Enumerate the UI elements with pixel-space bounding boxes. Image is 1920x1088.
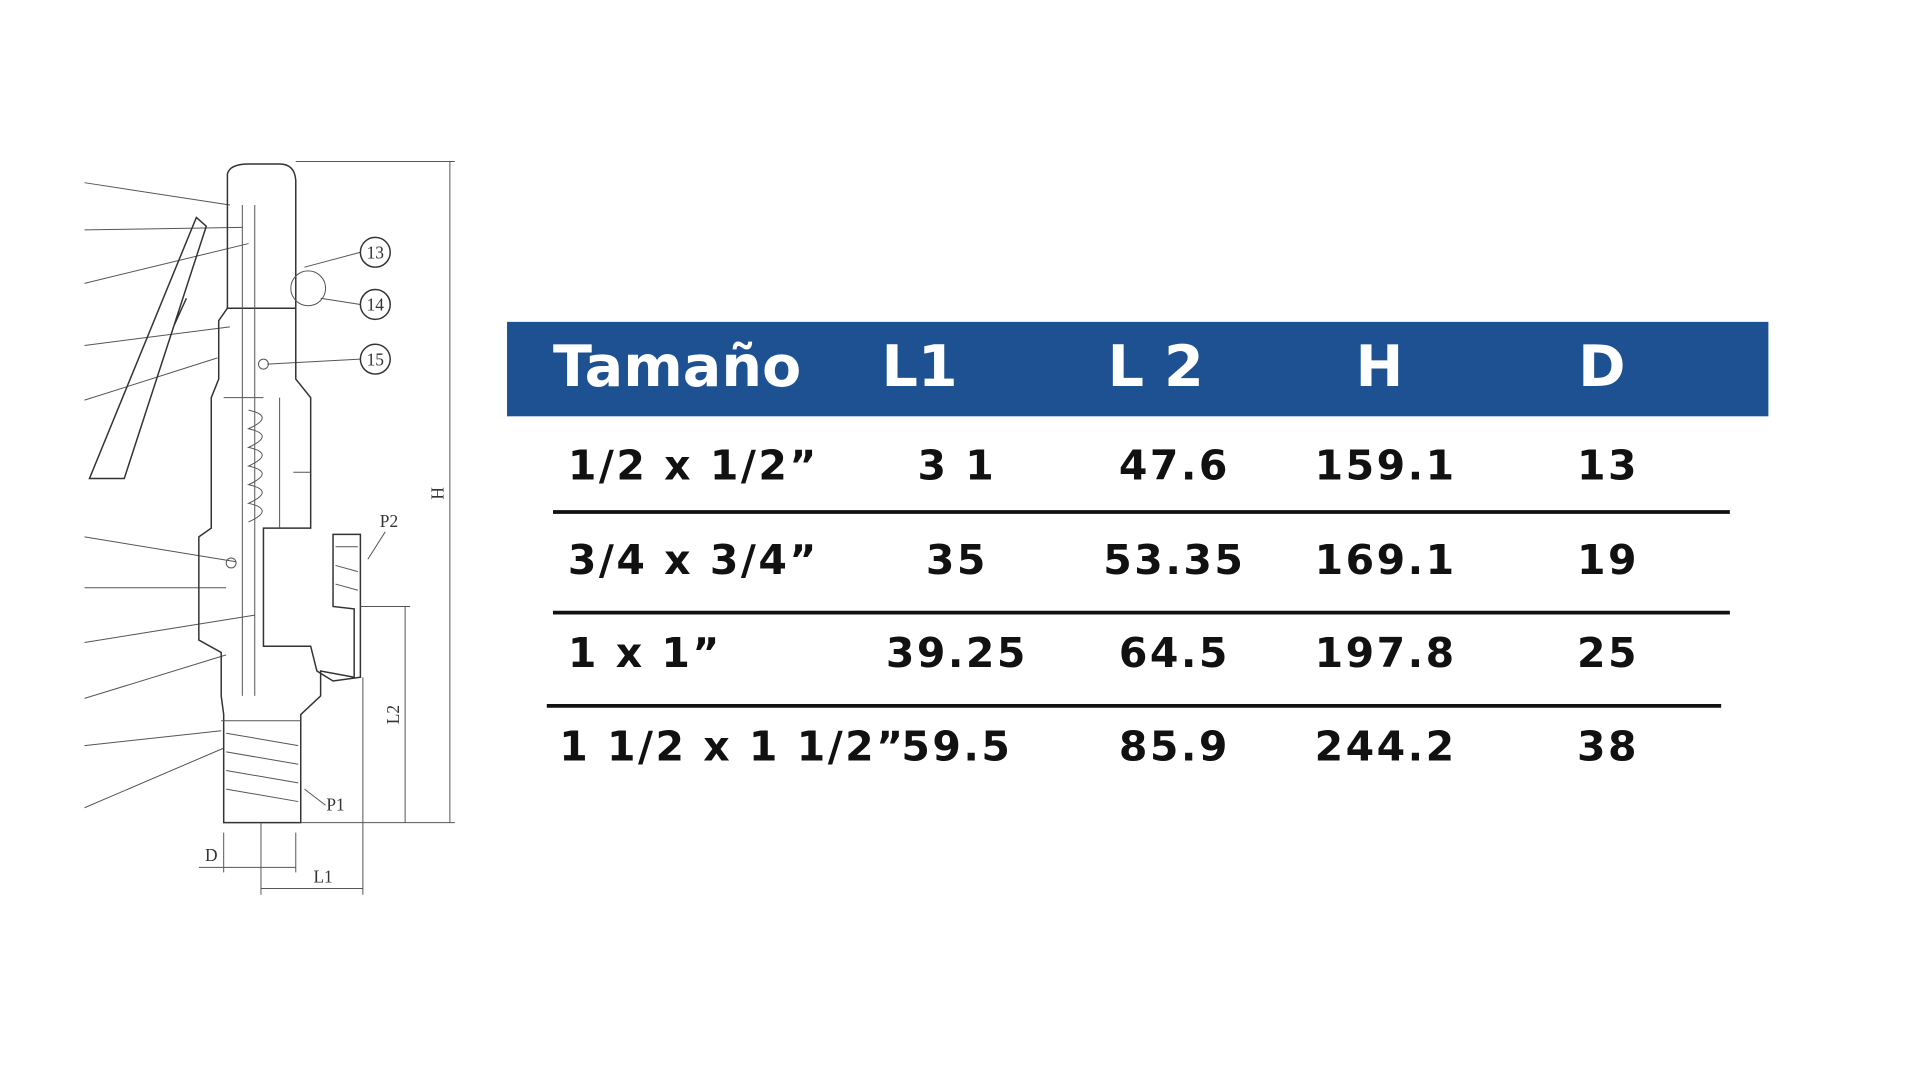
port-label: P1 [326, 795, 344, 814]
table-cell: 1/2 x 1/2” [568, 442, 819, 490]
table-cell: 59.5 [901, 722, 1012, 770]
pin [225, 557, 237, 569]
table-cell: 38 [1577, 722, 1639, 770]
callout-label: 15 [367, 350, 385, 369]
table-cell: 197.8 [1315, 629, 1457, 677]
leader-lines [84, 182, 386, 809]
callout-circle [359, 236, 391, 268]
header-cell: H [1355, 334, 1403, 400]
port-label: P2 [380, 512, 398, 531]
table-cell: 64.5 [1119, 629, 1230, 677]
dimension-label: H [429, 487, 448, 500]
table-cell: 19 [1577, 536, 1639, 584]
table-cell: 13 [1577, 442, 1639, 490]
callout-label: 14 [367, 296, 385, 315]
header-cell: D [1578, 334, 1625, 400]
lever [88, 216, 208, 480]
table-cell: 244.2 [1315, 722, 1457, 770]
cap [226, 163, 297, 309]
table-cell: 3/4 x 3/4” [568, 536, 819, 584]
valve-drawing: 13 14 15 P2 P1 H L2 D L1 [84, 161, 455, 895]
table-cell: 3 1 [917, 442, 996, 490]
dimension-lines [198, 161, 455, 895]
screw [257, 358, 269, 370]
dimension-label: L2 [384, 705, 403, 724]
callout-circle [359, 288, 391, 321]
body [198, 307, 362, 824]
table-cell: 25 [1577, 629, 1639, 677]
dimension-label: D [205, 846, 218, 865]
table-cell: 169.1 [1315, 536, 1457, 584]
table-cell: 159.1 [1315, 442, 1457, 490]
spec-table: Tamaño L1 L 2 H D 1/2 x 1/2” 3 1 47.6 159.1 13 3/4… [546, 334, 1730, 770]
table-cell: 53.35 [1103, 536, 1245, 584]
callout-circle [359, 343, 391, 375]
table-cell: 1 1/2 x 1 1/2” [559, 722, 905, 770]
header-cell: L1 [882, 334, 958, 400]
table-cell: 1 x 1” [568, 629, 722, 677]
table-cell: 35 [926, 536, 988, 584]
table-cell: 85.9 [1119, 722, 1230, 770]
callout-label: 13 [367, 243, 385, 262]
ring [290, 270, 327, 307]
header-cell: L 2 [1108, 334, 1204, 400]
table-cell: 39.25 [886, 629, 1028, 677]
internals [221, 205, 359, 803]
header-cell: Tamaño [553, 334, 801, 400]
table-cell: 47.6 [1119, 442, 1230, 490]
dimension-label: L1 [313, 867, 332, 886]
table-header-bar [507, 321, 1769, 417]
